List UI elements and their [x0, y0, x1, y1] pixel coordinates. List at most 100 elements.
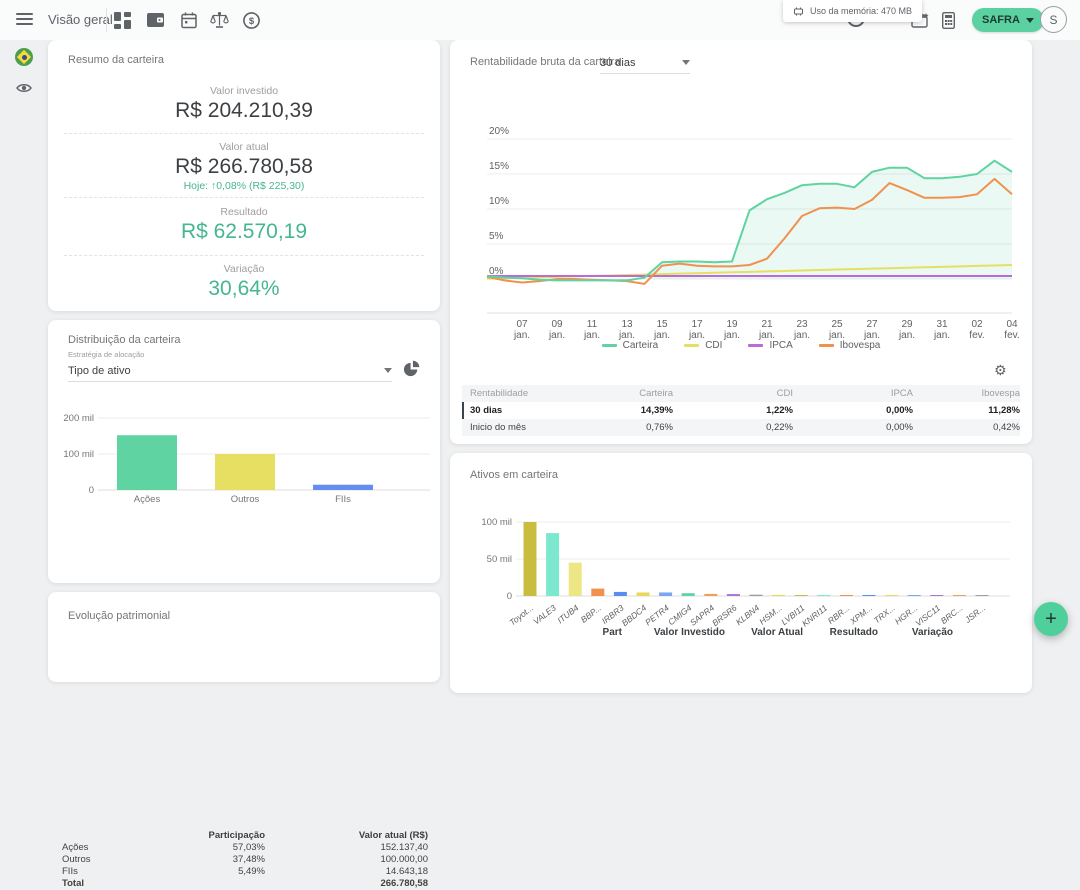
calculator-icon[interactable] — [938, 10, 958, 30]
divider — [64, 255, 424, 256]
invested-stat: Valor investido R$ 204.210,39 — [48, 85, 440, 123]
table-total-row: Total 266.780,58 — [62, 878, 428, 890]
legend-swatch — [602, 344, 617, 347]
legend-label: CDI — [705, 340, 722, 351]
axis-label: 07 — [516, 319, 528, 330]
axis-label: ITUB4 — [555, 603, 580, 626]
axis-label: Ações — [134, 494, 161, 505]
period-select[interactable]: 30 dias — [600, 52, 690, 74]
menu-icon[interactable] — [16, 13, 33, 26]
bar-VISC11[interactable] — [930, 595, 943, 596]
assets-col-header: Variação — [833, 627, 953, 638]
wallet-icon[interactable] — [146, 10, 166, 30]
avatar[interactable]: S — [1040, 6, 1067, 33]
bar-Outros[interactable] — [215, 454, 275, 490]
variation-stat: Variação 30,64% — [48, 263, 440, 301]
part-header: Participação — [172, 830, 265, 842]
cell: 14,39% — [590, 402, 673, 419]
add-button[interactable]: + — [1034, 602, 1068, 636]
bar-HSM...[interactable] — [772, 595, 785, 596]
axis-label: Toyot... — [507, 603, 535, 628]
gear-icon[interactable]: ⚙ — [994, 364, 1007, 378]
row-label: Inicio do mês — [470, 419, 590, 436]
axis-label: 09 — [551, 319, 563, 330]
invested-label: Valor investido — [48, 85, 440, 97]
bar-SAPR4[interactable] — [704, 594, 717, 596]
memory-usage-tooltip: Uso da memória: 470 MB — [783, 0, 922, 22]
axis-label: BRC... — [939, 603, 965, 626]
bar-HGR...[interactable] — [908, 595, 921, 596]
bar-VALE3[interactable] — [546, 533, 559, 596]
bar-RBR...[interactable] — [840, 595, 853, 596]
account-selector-button[interactable]: SAFRA — [972, 8, 1044, 32]
axis-label: XPM... — [847, 603, 874, 627]
cell: 1,22% — [673, 402, 793, 419]
current-value: R$ 266.780,58 — [48, 155, 440, 179]
bar-BBDC4[interactable] — [637, 592, 650, 596]
axis-label: FIIs — [335, 494, 351, 505]
legend-item[interactable]: Carteira — [602, 340, 659, 351]
brazil-flag-icon[interactable] — [15, 48, 33, 66]
result-stat: Resultado R$ 62.570,19 — [48, 206, 440, 244]
svg-text:$: $ — [248, 16, 254, 27]
legend-item[interactable]: Ibovespa — [819, 340, 881, 351]
calendar-icon[interactable] — [179, 10, 199, 30]
dashboard-icon[interactable] — [112, 10, 132, 30]
cell: 0,42% — [913, 419, 1020, 436]
axis-label: 100 mil — [481, 517, 512, 528]
bar-JSR...[interactable] — [976, 595, 989, 596]
scale-icon[interactable] — [209, 10, 229, 30]
legend-item[interactable]: IPCA — [748, 340, 792, 351]
row-value: 14.643,18 — [265, 866, 428, 878]
eye-icon[interactable] — [16, 81, 32, 99]
axis-label: 19 — [726, 319, 738, 330]
bar-BBP...[interactable] — [591, 589, 604, 596]
bar-TRX...[interactable] — [885, 595, 898, 596]
account-selector-label: SAFRA — [982, 14, 1020, 26]
currency-icon[interactable]: $ — [241, 10, 261, 30]
axis-label: 100 mil — [63, 449, 94, 460]
axis-label: 04 — [1006, 319, 1018, 330]
bar-XPM...[interactable] — [863, 595, 876, 596]
memory-icon — [793, 7, 804, 16]
axis-label: HSM... — [757, 603, 784, 627]
bar-PETR4[interactable] — [659, 592, 672, 596]
axis-label: 11 — [587, 319, 598, 330]
bar-ITUB4[interactable] — [569, 563, 582, 596]
chevron-down-icon — [1026, 18, 1034, 23]
bar-KNRI11[interactable] — [817, 595, 830, 596]
cell: 0,22% — [673, 419, 793, 436]
bar-CMIG4[interactable] — [682, 593, 695, 596]
bar-FIIs[interactable] — [313, 485, 373, 490]
summary-card: Resumo da carteira Valor investido R$ 20… — [48, 40, 440, 311]
table-row: FIIs 5,49% 14.643,18 — [62, 866, 428, 878]
bar-Ações[interactable] — [117, 435, 177, 490]
asset-type-select[interactable]: Tipo de ativo — [68, 360, 392, 382]
axis-label: 31 — [936, 319, 948, 330]
axis-label: 0 — [507, 591, 512, 602]
bar-BRSR6[interactable] — [727, 594, 740, 596]
bar-Toyot...[interactable] — [524, 522, 537, 596]
axis-label: JSR... — [962, 603, 987, 626]
legend-swatch — [684, 344, 699, 347]
legend-swatch — [819, 344, 834, 347]
pie-chart-toggle-button[interactable] — [403, 360, 421, 378]
distribution-card-title: Distribuição da carteira — [68, 334, 181, 346]
bar-LVBI11[interactable] — [795, 595, 808, 596]
variation-value: 30,64% — [48, 277, 440, 301]
row-name: FIIs — [62, 866, 172, 878]
table-row: Outros 37,48% 100.000,00 — [62, 854, 428, 866]
divider — [106, 8, 107, 32]
legend-item[interactable]: CDI — [684, 340, 722, 351]
legend-label: Ibovespa — [840, 340, 881, 351]
bar-BRC...[interactable] — [953, 595, 966, 596]
row-name: Outros — [62, 854, 172, 866]
bar-IRBR3[interactable] — [614, 592, 627, 596]
axis-label: 0 — [89, 485, 94, 496]
summary-card-title: Resumo da carteira — [68, 54, 164, 66]
value-header: Valor atual (R$) — [265, 830, 428, 842]
topbar: Visão geral $ SAFRA S Uso da memória: 47… — [0, 0, 1080, 40]
assets-card: Ativos em carteira 050 mil100 milToyot..… — [450, 453, 1032, 693]
table-row: 30 dias 14,39% 1,22% 0,00% 11,28% — [462, 402, 1020, 419]
bar-KLBN4[interactable] — [750, 595, 763, 596]
